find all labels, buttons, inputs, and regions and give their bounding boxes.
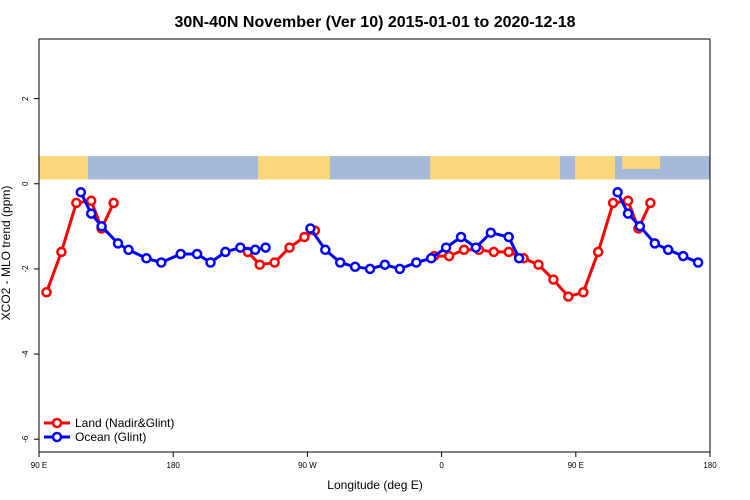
x-axis: 90 E 180 90 W 0 90 E 180 bbox=[31, 452, 717, 470]
map-band-land-2 bbox=[430, 156, 560, 180]
land-series-point bbox=[607, 197, 619, 209]
x-tick-label: 90 E bbox=[31, 461, 47, 470]
ocean-series-point bbox=[220, 246, 231, 258]
y-tick-label: -4 bbox=[21, 350, 30, 358]
land-series-point bbox=[533, 259, 544, 270]
ocean-series-point bbox=[503, 231, 514, 243]
land-series-point bbox=[592, 246, 604, 258]
y-tick-label: 2 bbox=[21, 96, 30, 101]
ocean-series-point bbox=[156, 257, 167, 268]
legend-label: Land (Nadir&Glint) bbox=[75, 416, 174, 430]
y-axis-label: XCO2 - MLO trend (ppm) bbox=[0, 186, 13, 321]
land-series-point bbox=[299, 231, 310, 243]
ocean-series-point bbox=[175, 248, 186, 260]
map-band bbox=[39, 156, 710, 180]
legend-label: Ocean (Glint) bbox=[75, 430, 146, 444]
series-layer bbox=[41, 187, 704, 302]
ocean-series-point bbox=[612, 187, 623, 198]
x-tick-label: 90 E bbox=[568, 461, 584, 470]
y-tick-label: 0 bbox=[21, 181, 30, 186]
x-tick-label: 180 bbox=[167, 461, 181, 470]
map-band-land-3 bbox=[575, 156, 615, 180]
ocean-series-point bbox=[649, 238, 661, 249]
legend-swatch-marker bbox=[51, 417, 63, 429]
x-tick-label: 180 bbox=[703, 461, 717, 470]
ocean-series-point bbox=[411, 257, 422, 268]
ocean-series-point bbox=[379, 259, 391, 270]
ocean-series-point bbox=[349, 261, 361, 273]
ocean-series-point bbox=[662, 244, 674, 256]
y-tick-label: -6 bbox=[21, 435, 30, 443]
ocean-series-point bbox=[425, 253, 437, 264]
plot-frame bbox=[38, 38, 711, 453]
y-axis: 2 0 -2 -4 -6 bbox=[21, 96, 39, 443]
legend-swatch-marker bbox=[51, 431, 63, 443]
chart-title: 30N-40N November (Ver 10) 2015-01-01 to … bbox=[174, 14, 575, 31]
land-series-line bbox=[45, 199, 115, 293]
ocean-series-point bbox=[364, 263, 376, 275]
map-band-land-0 bbox=[39, 156, 88, 180]
ocean-series-point bbox=[677, 250, 689, 262]
land-series-point bbox=[71, 197, 82, 209]
ocean-series-point bbox=[191, 248, 203, 260]
map-band-land-1 bbox=[258, 156, 330, 180]
land-series-point bbox=[443, 250, 455, 262]
land-series-point bbox=[269, 257, 280, 268]
land-series-point bbox=[108, 197, 119, 209]
ocean-series-point bbox=[485, 227, 497, 238]
ocean-series-point bbox=[394, 263, 406, 275]
x-axis-label: Longitude (deg E) bbox=[327, 478, 422, 492]
land-series-point bbox=[85, 195, 97, 207]
ocean-series-point bbox=[141, 253, 152, 264]
land-series-point bbox=[254, 259, 265, 270]
ocean-series-point bbox=[622, 208, 634, 219]
land-series-point bbox=[284, 242, 295, 253]
ocean-series-point bbox=[205, 257, 216, 268]
ocean-series-point bbox=[455, 231, 467, 243]
ocean-series-point bbox=[96, 221, 107, 232]
land-series-point bbox=[56, 246, 67, 258]
land-series-point bbox=[548, 274, 559, 285]
ocean-series-point bbox=[470, 242, 482, 253]
ocean-series-point bbox=[513, 253, 525, 264]
ocean-series-point bbox=[305, 223, 316, 234]
ocean-series-point bbox=[75, 187, 87, 198]
ocean-series-point bbox=[112, 238, 124, 249]
ocean-series-point bbox=[235, 242, 246, 253]
land-series-point bbox=[488, 246, 500, 258]
legend: Land (Nadir&Glint)Ocean (Glint) bbox=[44, 416, 174, 444]
ocean-series-point bbox=[634, 221, 646, 232]
ocean-series-point bbox=[334, 257, 346, 268]
ocean-series-point bbox=[85, 208, 97, 219]
y-tick-label: -2 bbox=[21, 265, 30, 273]
land-series-point bbox=[41, 287, 52, 298]
x-tick-label: 90 W bbox=[298, 461, 317, 470]
x-tick-label: 0 bbox=[439, 461, 444, 470]
land-series-point bbox=[645, 197, 656, 209]
land-series-point bbox=[578, 287, 589, 298]
map-band-land-4 bbox=[622, 156, 660, 169]
ocean-series-point bbox=[692, 257, 704, 268]
land-series-point bbox=[458, 244, 470, 256]
ocean-series-point bbox=[320, 244, 331, 256]
ocean-series-point bbox=[123, 244, 134, 256]
land-series-point bbox=[622, 195, 634, 207]
ocean-series-point bbox=[440, 242, 452, 253]
plot-border bbox=[38, 38, 711, 453]
land-series-point bbox=[563, 291, 574, 302]
ocean-series-point bbox=[260, 242, 271, 253]
ocean-series-point bbox=[249, 244, 261, 256]
land-series-point bbox=[503, 246, 514, 258]
